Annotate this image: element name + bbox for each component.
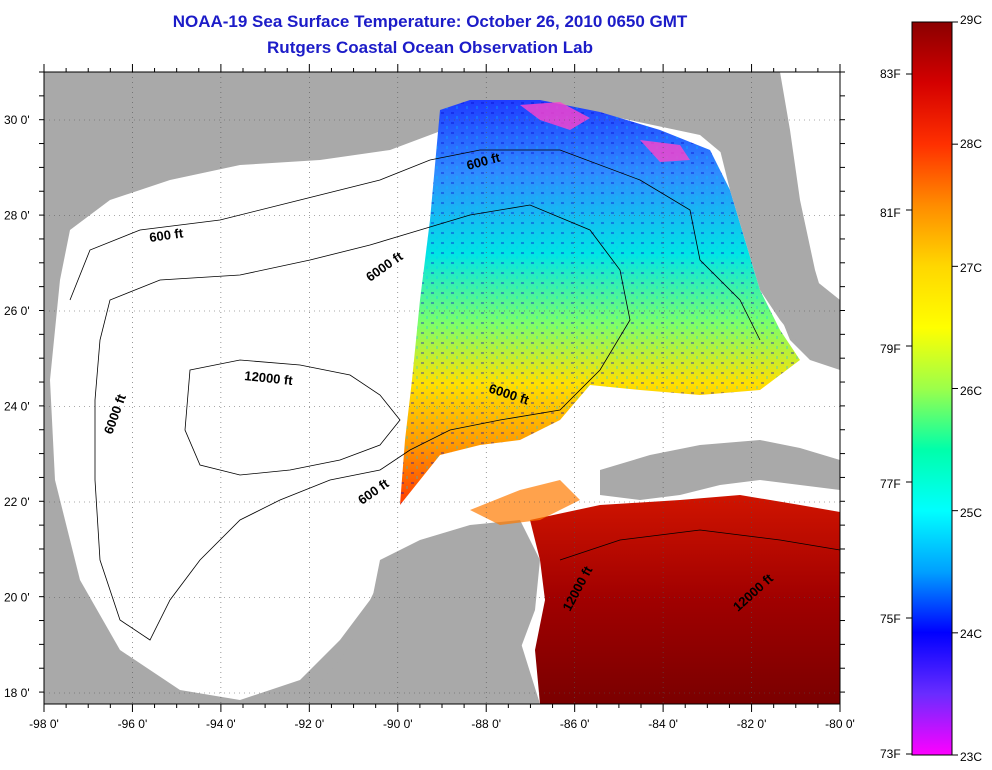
colorbar-label-f-81: 81F bbox=[880, 206, 901, 220]
lat-tick-label: 20 0' bbox=[4, 591, 30, 605]
axis-ticks bbox=[39, 64, 845, 712]
contour-600ft-gulf bbox=[69, 149, 761, 341]
lat-tick-label: 26 0' bbox=[4, 304, 30, 318]
cold-coastal-patch bbox=[520, 102, 590, 130]
colorbar-label-c-26: 26C bbox=[960, 384, 983, 398]
sst-swath-south bbox=[530, 495, 840, 704]
lat-tick-label: 18 0' bbox=[4, 686, 30, 700]
colorbar-label-f-73: 73F bbox=[880, 747, 901, 761]
colorbar-ticks bbox=[906, 21, 958, 756]
contour-label-12000-gulf: 12000 ft bbox=[244, 368, 294, 388]
lon-tick-label: -96 0' bbox=[118, 717, 148, 731]
latitude-axis: 30 0' 28 0' 26 0' 24 0' 22 0' 20 0' 18 0' bbox=[4, 113, 30, 700]
lat-tick-label: 22 0' bbox=[4, 495, 30, 509]
lon-tick-label: -84 0' bbox=[648, 717, 678, 731]
lon-tick-label: -86 0' bbox=[560, 717, 590, 731]
yucatan-land bbox=[300, 520, 540, 704]
lon-tick-label: -98 0' bbox=[29, 717, 59, 731]
lat-tick-label: 28 0' bbox=[4, 209, 30, 223]
colorbar-label-c-23: 23C bbox=[960, 750, 983, 764]
map-subtitle: Rutgers Coastal Ocean Observation Lab bbox=[267, 38, 593, 57]
lon-tick-label: -88 0' bbox=[471, 717, 501, 731]
sst-swath-texture bbox=[400, 100, 800, 505]
colorbar-label-f-77: 77F bbox=[880, 477, 901, 491]
map-title: NOAA-19 Sea Surface Temperature: October… bbox=[172, 12, 688, 31]
contour-12000ft-gulf bbox=[184, 359, 401, 476]
lon-tick-label: -82 0' bbox=[737, 717, 767, 731]
colorbar bbox=[911, 21, 953, 756]
colorbar-label-c-27: 27C bbox=[960, 261, 983, 275]
warm-patch bbox=[470, 480, 580, 525]
colorbar-label-c-24: 24C bbox=[960, 627, 983, 641]
colorbar-label-f-83: 83F bbox=[880, 67, 901, 81]
contour-caribbean bbox=[559, 529, 840, 561]
lon-tick-label: -80 0' bbox=[825, 717, 855, 731]
lon-tick-label: -94 0' bbox=[206, 717, 236, 731]
colorbar-label-f-75: 75F bbox=[880, 612, 901, 626]
contour-6000ft-gulf bbox=[94, 204, 631, 641]
colorbar-label-c-28: 28C bbox=[960, 137, 983, 151]
florida-land bbox=[720, 72, 830, 350]
lon-tick-label: -90 0' bbox=[383, 717, 413, 731]
lat-tick-label: 24 0' bbox=[4, 400, 30, 414]
colorbar-label-f-79: 79F bbox=[880, 342, 901, 356]
cold-coastal-patch-2 bbox=[640, 140, 690, 162]
cuba-land bbox=[600, 440, 840, 500]
lat-tick-label: 30 0' bbox=[4, 113, 30, 127]
longitude-axis: -98 0' -96 0' -94 0' -92 0' -90 0' -88 0' -86 … bbox=[29, 717, 855, 731]
colorbar-label-c-29: 29C bbox=[960, 13, 983, 27]
contour-label-600-west: 600 ft bbox=[148, 225, 184, 245]
lon-tick-label: -92 0' bbox=[295, 717, 325, 731]
graticule bbox=[44, 72, 840, 704]
colorbar-label-c-25: 25C bbox=[960, 506, 983, 520]
